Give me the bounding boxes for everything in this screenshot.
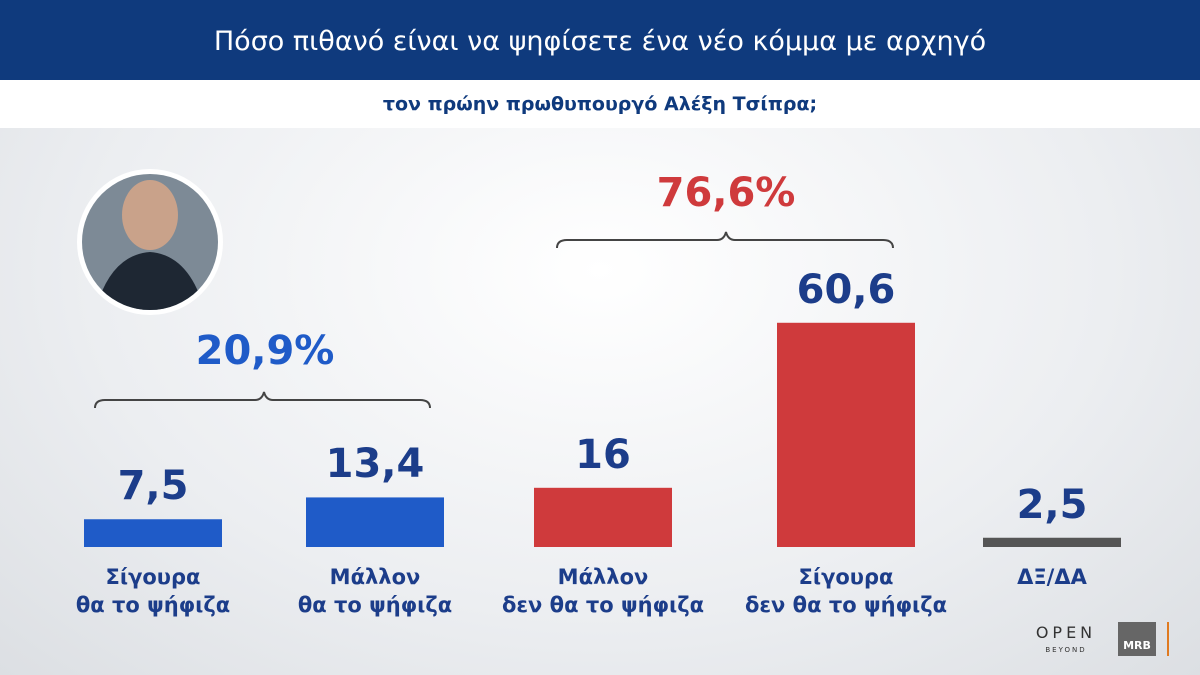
value-label: 13,4 xyxy=(325,441,425,488)
category-label: Μάλλον θα το ψήφιζα xyxy=(297,565,453,617)
value-label: 16 xyxy=(575,431,631,478)
category-label: Μάλλον δεν θα το ψήφιζα xyxy=(501,565,705,617)
photo xyxy=(82,174,218,310)
value-label: 2,5 xyxy=(1016,481,1088,528)
bracket xyxy=(94,391,431,409)
bracket xyxy=(556,231,894,249)
channel-logo-sub: BEYOND xyxy=(1045,646,1086,654)
value-label: 7,5 xyxy=(117,463,189,510)
value-label: 60,6 xyxy=(796,266,896,313)
bar xyxy=(84,519,222,547)
category-label: Σίγουρα θα το ψήφιζα xyxy=(75,565,231,617)
category-label: ΔΞ/ΔΑ xyxy=(1017,565,1087,589)
group-total: 76,6% xyxy=(656,170,796,216)
bar xyxy=(534,487,672,547)
group-total: 20,9% xyxy=(195,328,335,374)
pollster-logo: MRB xyxy=(1123,639,1151,652)
bar xyxy=(777,322,915,547)
logo-box xyxy=(1118,622,1156,656)
bar xyxy=(983,537,1121,547)
chart-title: Πόσο πιθανό είναι να ψηφίσετε ένα νέο κό… xyxy=(0,0,1200,80)
channel-logo: OPEN xyxy=(1036,623,1096,642)
category-label: Σίγουρα δεν θα το ψήφιζα xyxy=(744,565,948,617)
bar xyxy=(306,497,444,547)
chart-subtitle: τον πρώην πρωθυπουργό Αλέξη Τσίπρα; xyxy=(0,80,1200,128)
